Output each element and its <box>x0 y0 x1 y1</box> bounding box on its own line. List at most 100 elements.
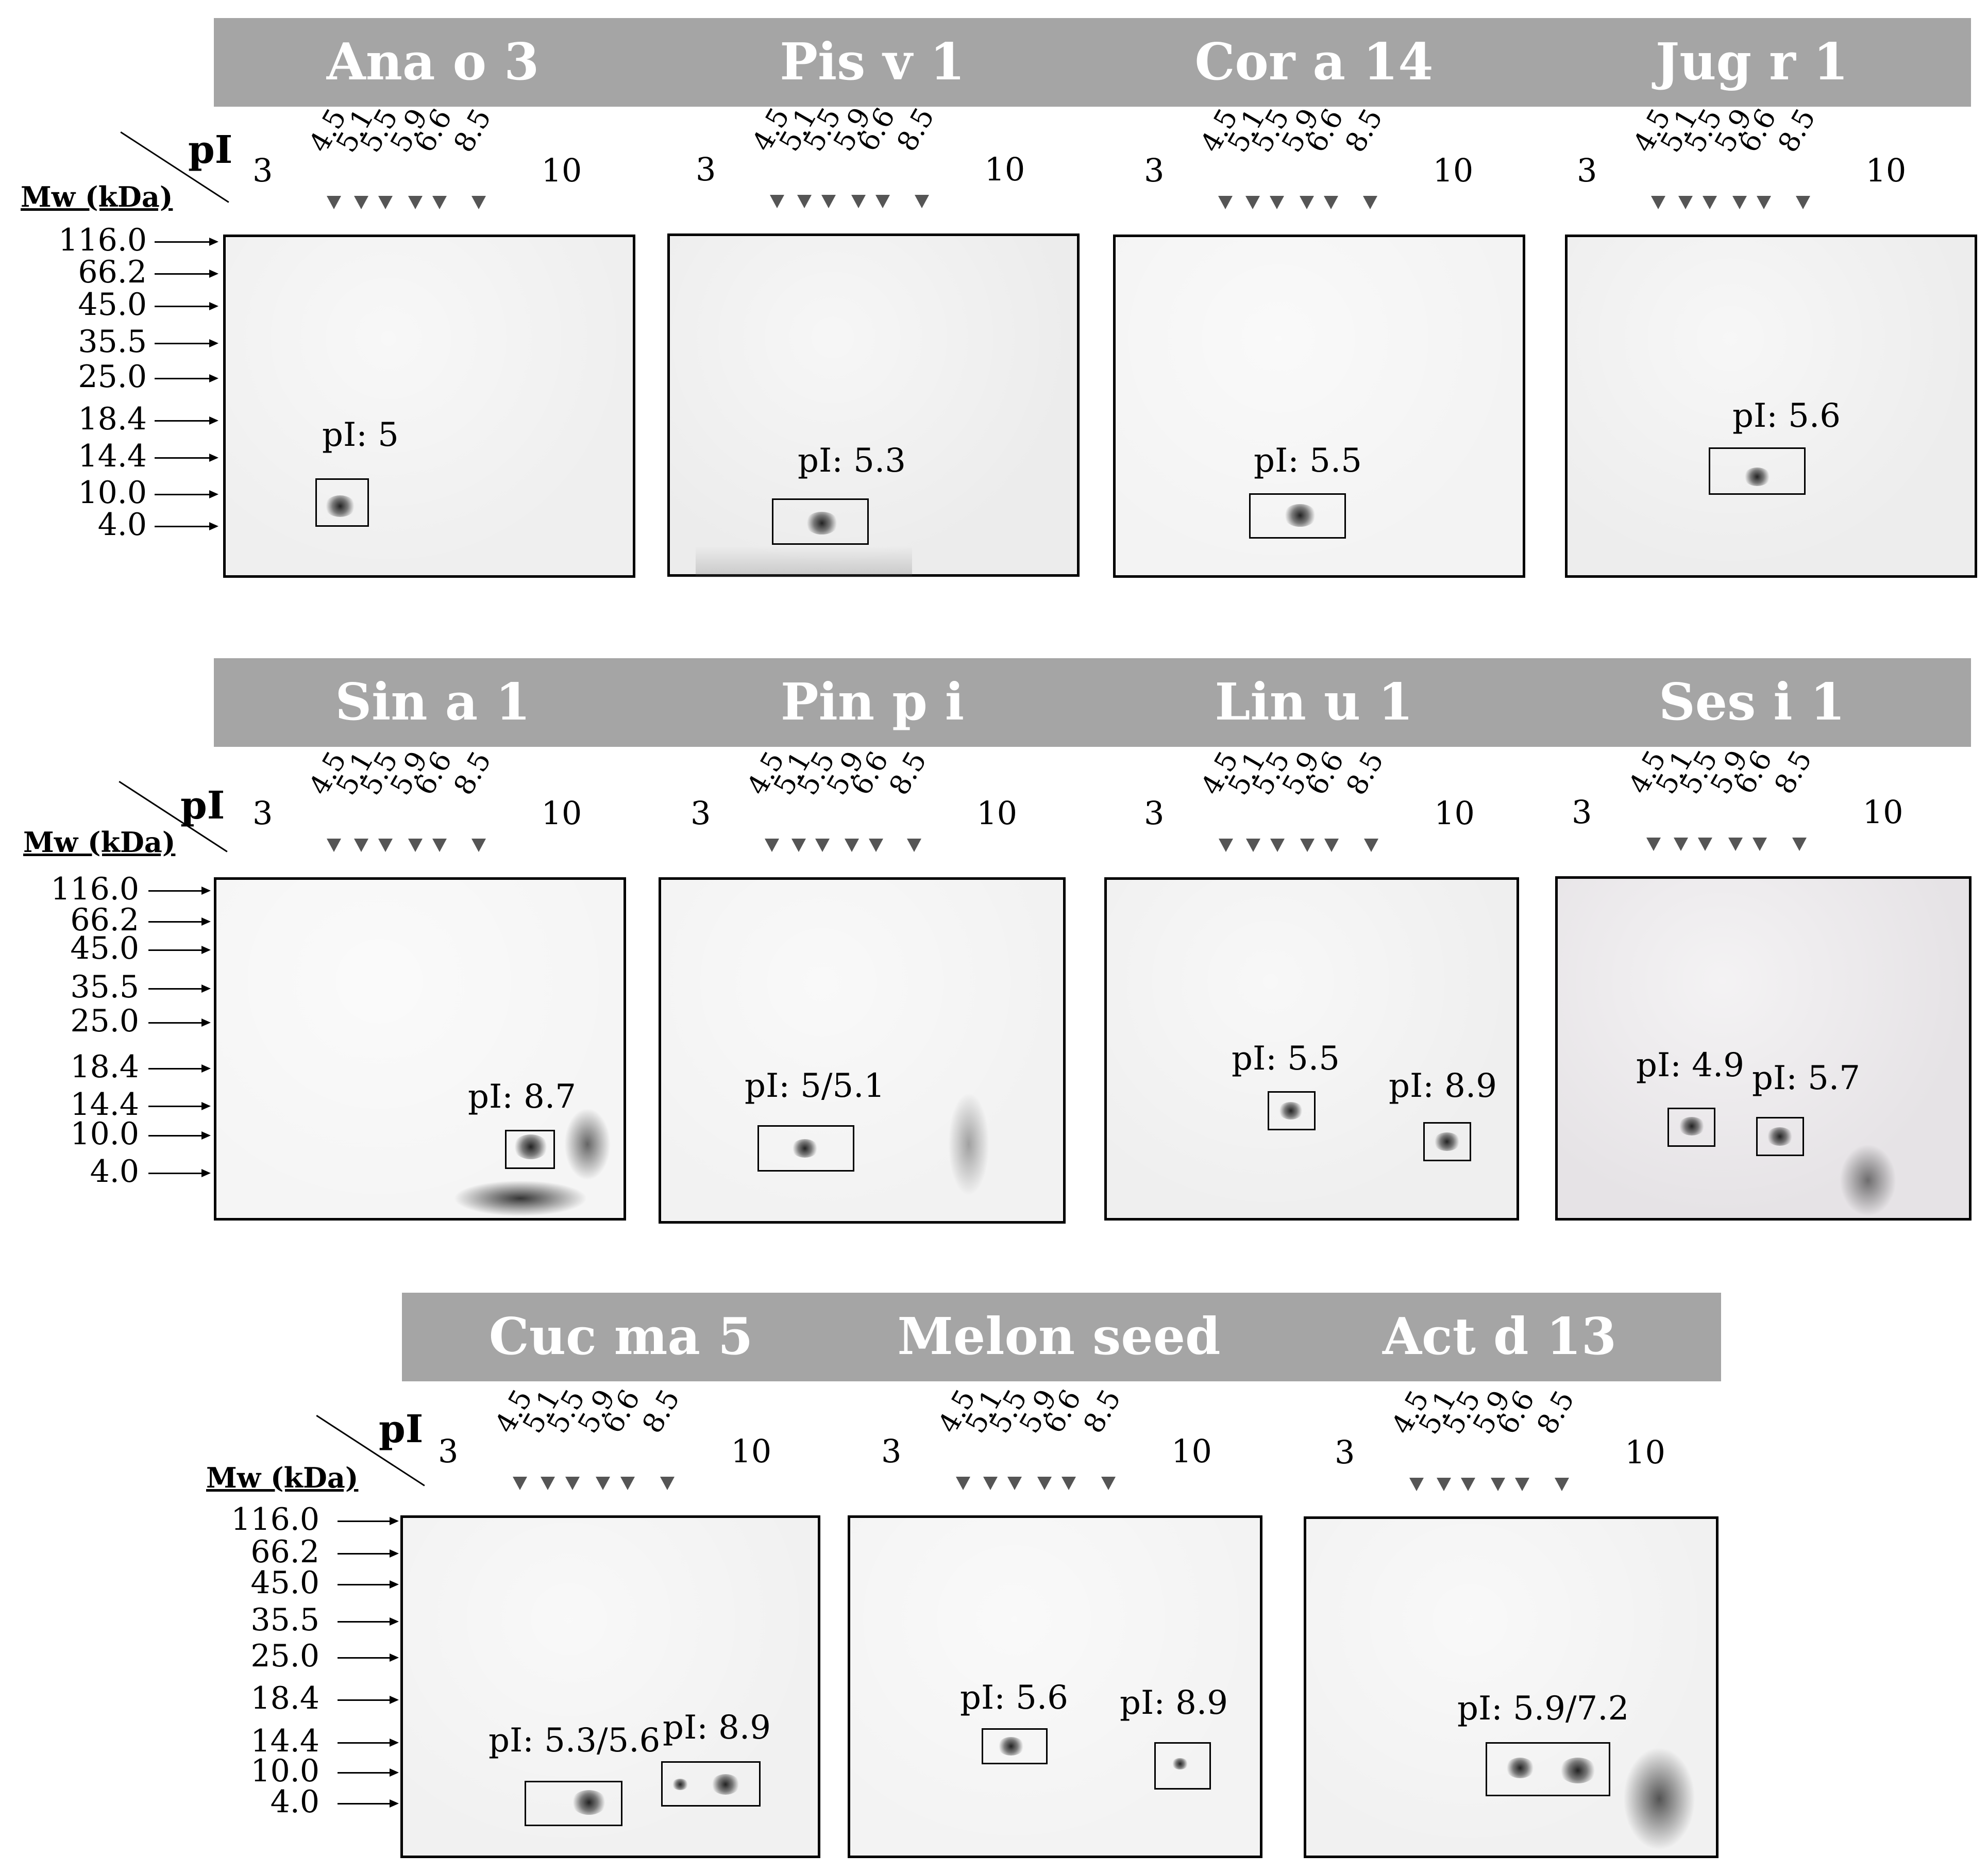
mw-marker-label: 35.5 <box>250 1602 319 1638</box>
mw-marker-arrow <box>155 238 218 246</box>
gel-smear <box>1840 1144 1896 1216</box>
mw-marker-label: 10.0 <box>70 1116 139 1152</box>
mw-marker-label: 18.4 <box>70 1049 139 1085</box>
protein-spot <box>672 1778 688 1791</box>
gel-texture <box>403 1518 818 1856</box>
mw-marker-arrow <box>338 1517 399 1525</box>
gel-texture <box>1568 237 1975 575</box>
pi-end-label: 10 <box>984 151 1025 188</box>
banner-label: Pin p i <box>780 673 965 732</box>
banner-label: Ses i 1 <box>1659 673 1845 732</box>
banner-label: Melon seed <box>897 1307 1221 1366</box>
protein-spot <box>1744 467 1771 487</box>
protein-spot <box>1506 1758 1535 1778</box>
spot-pi-label: pI: 5.5 <box>1254 442 1362 480</box>
gel-smear <box>564 1108 611 1180</box>
mw-marker-arrow <box>148 1018 211 1027</box>
mw-marker-label: 4.0 <box>270 1784 319 1820</box>
pi-end-label: 3 <box>881 1432 902 1470</box>
pi-tick-marker <box>1732 196 1747 209</box>
pi-tick-label: 8.5 <box>1338 103 1389 158</box>
spot-box <box>1249 493 1346 539</box>
mw-marker-label: 45.0 <box>78 287 147 323</box>
pi-axis-title: pI <box>180 783 225 828</box>
pi-tick-marker <box>851 195 866 208</box>
mw-marker-arrow <box>155 522 218 530</box>
spot-box <box>525 1781 622 1826</box>
pi-tick-marker <box>983 1477 998 1490</box>
pi-tick-marker <box>770 195 785 208</box>
gel-texture <box>1107 880 1517 1218</box>
gel-smear <box>948 1093 989 1196</box>
spot-box <box>505 1130 555 1169</box>
pi-tick-marker <box>408 196 423 209</box>
allergen-banner: Sin a 1 Pin p i Lin u 1 Ses i 1 <box>214 658 1971 747</box>
pi-end-label: 3 <box>1144 794 1165 832</box>
gel-image <box>223 235 635 578</box>
pi-tick-marker <box>955 1477 970 1490</box>
protein-spot <box>805 511 838 535</box>
spot-pi-label: pI: 8.9 <box>663 1709 771 1747</box>
gel-image <box>848 1515 1262 1858</box>
protein-spot <box>791 1139 818 1158</box>
mw-marker-arrow <box>338 1580 399 1589</box>
spot-box <box>772 498 869 545</box>
pi-end-label: 3 <box>690 794 711 832</box>
pi-tick-marker <box>1409 1478 1424 1491</box>
pi-tick-marker <box>1218 839 1233 852</box>
banner-label: Act d 13 <box>1382 1307 1617 1366</box>
pi-tick-label: 8.5 <box>1771 103 1822 158</box>
pi-tick-marker <box>471 196 486 209</box>
pi-tick-marker <box>791 839 806 852</box>
gel-texture <box>670 236 1077 574</box>
mw-marker-label: 10.0 <box>250 1753 319 1789</box>
pi-tick-marker <box>1062 1477 1076 1490</box>
gel-image <box>400 1515 820 1858</box>
mw-marker-label: 25.0 <box>70 1003 139 1039</box>
spot-pi-label: pI: 5 <box>322 416 399 454</box>
pi-tick-marker <box>1515 1478 1530 1491</box>
mw-marker-arrow <box>338 1799 399 1808</box>
mw-axis-title: Mw (kDa) <box>23 826 176 859</box>
pi-end-label: 3 <box>438 1432 459 1470</box>
pi-tick-marker <box>1646 838 1661 851</box>
protein-spot <box>513 1134 548 1159</box>
spot-pi-label: pI: 5.3/5.6 <box>488 1722 661 1760</box>
spot-pi-label: pI: 8.7 <box>468 1078 576 1116</box>
mw-marker-arrow <box>155 339 218 347</box>
pi-tick-marker <box>660 1477 675 1490</box>
gel-texture <box>1116 237 1523 575</box>
spot-pi-label: pI: 4.9 <box>1636 1046 1744 1084</box>
spot-box <box>661 1761 761 1807</box>
pi-end-label: 10 <box>541 794 582 832</box>
pi-tick-marker <box>821 195 836 208</box>
pi-tick-marker <box>471 839 486 852</box>
spot-box <box>1423 1122 1471 1161</box>
mw-marker-arrow <box>338 1696 399 1704</box>
pi-tick-marker <box>1245 839 1260 852</box>
pi-tick-marker <box>1363 839 1378 852</box>
spot-box <box>982 1728 1048 1764</box>
mw-marker-label: 4.0 <box>97 507 147 543</box>
pi-tick-marker <box>797 195 812 208</box>
spot-box <box>315 478 369 527</box>
mw-marker-arrow <box>148 1131 211 1140</box>
gel-image <box>1113 235 1525 578</box>
pi-axis-title: pI <box>188 128 233 172</box>
banner-label: Jug r 1 <box>1655 32 1849 92</box>
spot-box <box>757 1125 854 1172</box>
banner-label: Lin u 1 <box>1215 673 1413 732</box>
pi-tick-marker <box>1323 196 1338 209</box>
gel-image <box>1104 877 1519 1221</box>
banner-label: Cor a 14 <box>1194 32 1434 92</box>
pi-tick-marker <box>353 839 368 852</box>
pi-end-label: 10 <box>1434 794 1475 832</box>
pi-tick-marker <box>1698 838 1713 851</box>
spot-pi-label: pI: 5.6 <box>960 1679 1068 1717</box>
pi-tick-marker <box>764 839 779 852</box>
mw-marker-label: 116.0 <box>231 1501 319 1538</box>
mw-marker-arrow <box>155 454 218 462</box>
mw-marker-label: 116.0 <box>50 871 139 907</box>
mw-marker-arrow <box>155 302 218 310</box>
pi-end-label: 10 <box>1862 793 1903 831</box>
